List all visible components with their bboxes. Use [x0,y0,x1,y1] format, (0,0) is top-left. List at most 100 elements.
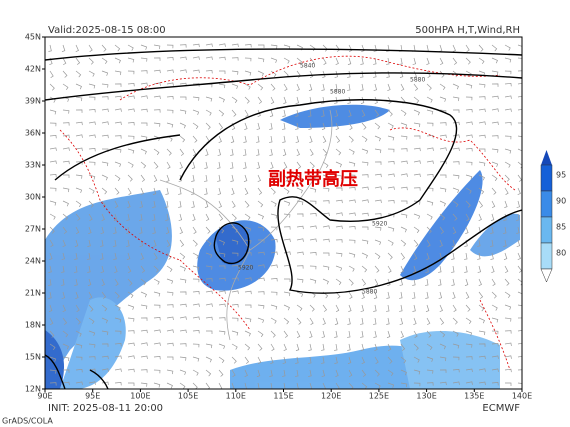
wind-barb [348,225,356,230]
wind-barb [387,199,395,204]
wind-barb [75,96,83,102]
wind-barb [256,161,261,169]
wind-barb [218,382,223,389]
wind-barb [153,109,161,113]
wind-barb [127,368,135,373]
wind-barb [140,70,148,74]
wind-barb [205,330,213,334]
wind-barb [257,57,265,63]
wind-barb [335,239,343,243]
wind-barb [373,57,377,65]
wind-barb [114,174,121,182]
wind-barb [179,303,187,308]
wind-barb [205,303,213,307]
wind-barbs [48,43,522,389]
wind-barb [205,343,213,349]
wind-barb [269,148,273,156]
wind-barb [308,369,312,377]
wind-barb [49,200,57,206]
wind-barb [179,56,187,60]
wind-barb [400,369,407,376]
wind-barb [464,252,468,260]
wind-barb [296,200,304,206]
wind-barb [113,213,118,221]
wind-barb [309,251,317,256]
wind-barb [270,304,278,310]
wind-barb [127,382,135,386]
wind-barb [87,278,92,286]
wind-barb [439,317,445,325]
wind-barb [269,369,273,377]
wind-barb [296,278,304,283]
wind-barb [218,83,226,89]
wind-barb [257,200,264,208]
wind-barb [75,317,81,325]
wind-barb [478,200,484,208]
wind-barb [348,135,354,143]
wind-barb [218,109,225,117]
wind-barb [153,265,159,273]
wind-barb [439,356,447,362]
wind-barb [153,82,161,86]
wind-barb [426,213,433,220]
wind-barb [334,70,338,78]
wind-barb [270,96,275,105]
wind-barb [348,252,356,258]
wind-barb [257,251,265,256]
wind-barb [361,369,367,377]
wind-barb [504,70,512,75]
wind-barb [114,95,122,100]
wind-barb [153,69,161,74]
wind-barb [439,96,447,102]
wind-barb [400,173,408,177]
wind-barb [88,134,96,138]
contour-label: 5880 [410,77,425,84]
wind-barb [504,161,511,168]
wind-barb [491,317,499,323]
wind-barb [257,304,265,309]
wind-barb [386,317,390,325]
wind-barb [270,200,277,207]
wind-barb [400,109,407,117]
wind-barb [309,225,317,229]
source: ECMWF [482,403,520,414]
wind-barb [517,44,522,47]
wind-barb [204,161,208,169]
wind-barb [270,187,276,195]
wind-barb [465,343,473,348]
wind-barb [516,226,520,234]
wind-barb [491,83,499,87]
wind-barb [465,187,472,194]
wind-barb [361,135,368,143]
wind-barb [309,161,315,169]
wind-barb [413,226,420,234]
wind-barb [49,330,55,338]
wind-barb [153,174,158,183]
wind-barb [478,134,486,139]
wind-barb [387,356,393,364]
wind-barb [348,304,352,312]
wind-barb [335,199,343,204]
wind-barb [361,148,369,154]
wind-barb [75,70,82,78]
wind-barb [230,135,235,143]
y-tick-label: 12N [25,385,41,394]
wind-barb [347,96,351,104]
wind-barb [101,96,109,100]
wind-barb [101,70,109,76]
wind-barb [88,368,96,372]
wind-barb [451,239,456,247]
wind-barb [400,200,408,204]
wind-barb [374,96,378,105]
wind-barb [348,239,356,244]
wind-barb [309,44,316,52]
wind-barb [244,96,250,104]
wind-barb [386,330,391,338]
x-tick-label: 115E [273,392,293,401]
wind-barb [335,212,343,216]
wind-barb [451,265,455,273]
wind-barb [100,226,104,234]
wind-barb [88,226,92,234]
wind-barb [439,369,447,373]
wind-barb [140,122,148,126]
